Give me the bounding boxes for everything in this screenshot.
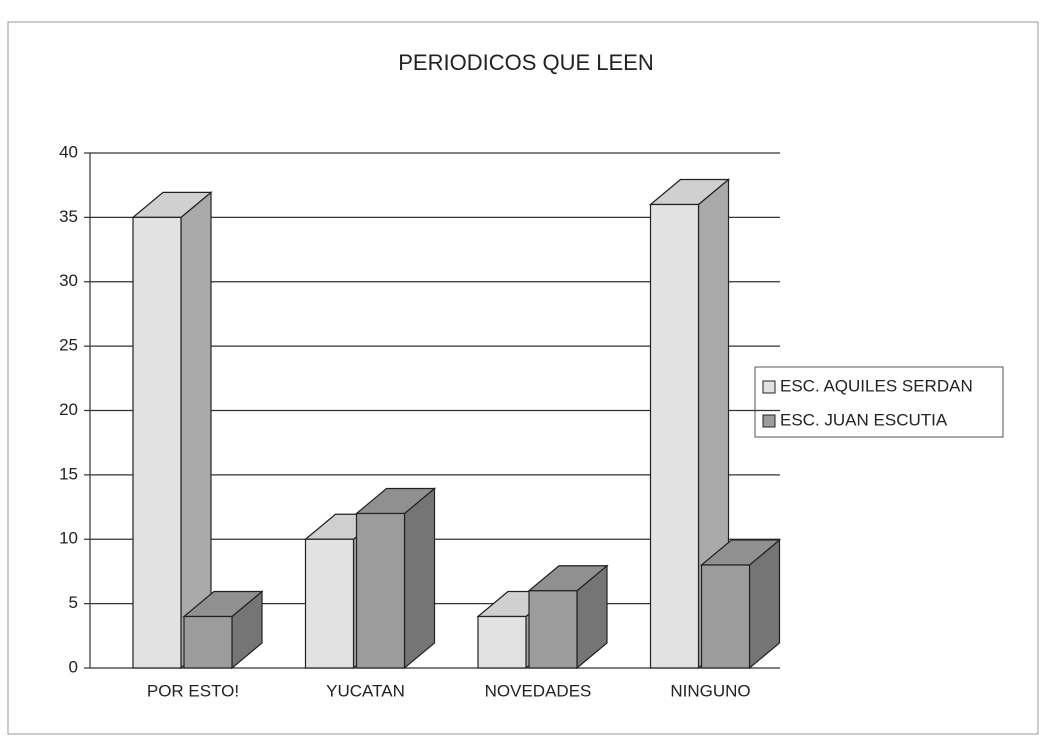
legend-swatch bbox=[762, 380, 776, 394]
y-tick-label: 35 bbox=[59, 207, 78, 226]
bar bbox=[649, 203, 700, 669]
x-tick-label: NINGUNO bbox=[670, 681, 750, 700]
y-tick-label: 10 bbox=[59, 529, 78, 548]
legend-box bbox=[754, 366, 1004, 438]
bar bbox=[355, 512, 406, 669]
y-tick-label: 40 bbox=[59, 142, 78, 161]
x-tick-label: NOVEDADES bbox=[485, 681, 592, 700]
y-tick-label: 15 bbox=[59, 464, 78, 483]
y-tick-label: 0 bbox=[69, 657, 78, 676]
y-tick-label: 30 bbox=[59, 271, 78, 290]
y-tick-label: 20 bbox=[59, 400, 78, 419]
bar bbox=[528, 590, 578, 669]
legend-swatch bbox=[762, 414, 776, 428]
legend-label: ESC. JUAN ESCUTIA bbox=[780, 410, 948, 429]
chart-title: PERIODICOS QUE LEEN bbox=[398, 50, 654, 75]
bar bbox=[183, 615, 233, 669]
x-tick-label: YUCATAN bbox=[326, 681, 405, 700]
bar bbox=[304, 538, 355, 669]
bar-side bbox=[403, 487, 436, 670]
bar-side bbox=[180, 191, 212, 670]
x-tick-label: POR ESTO! bbox=[147, 681, 239, 700]
legend-label: ESC. AQUILES SERDAN bbox=[780, 376, 973, 395]
chart-frame bbox=[7, 21, 1039, 735]
bar bbox=[132, 216, 182, 669]
bar bbox=[700, 564, 751, 669]
y-tick-label: 25 bbox=[59, 336, 78, 355]
bar bbox=[477, 615, 527, 669]
y-tick-label: 5 bbox=[69, 593, 78, 612]
